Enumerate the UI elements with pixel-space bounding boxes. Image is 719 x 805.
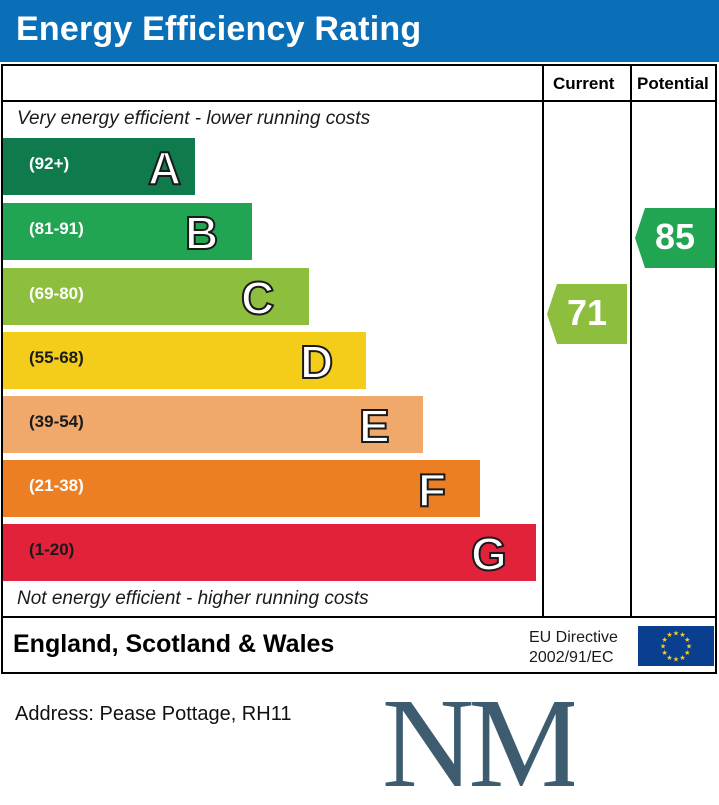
top-caption: Very energy efficient - lower running co…	[17, 108, 371, 129]
band-letter: C	[240, 271, 275, 325]
header-row-divider	[3, 100, 715, 102]
rating-chart-frame: Current Potential Very energy efficient …	[1, 64, 717, 674]
eu-star-icon: ★	[662, 649, 668, 657]
rating-band-e: (39-54) E	[3, 396, 423, 453]
current-column-header: Current	[553, 74, 615, 93]
eu-star-icon: ★	[666, 654, 672, 662]
potential-column-header: Potential	[637, 74, 709, 93]
band-letter: F	[417, 463, 447, 517]
bottom-caption: Not energy efficient - higher running co…	[17, 588, 369, 609]
potential-column-divider	[630, 66, 632, 618]
potential-rating-arrow: 85	[635, 208, 715, 268]
eu-star-icon: ★	[673, 630, 679, 638]
header-bar: Energy Efficiency Rating	[0, 0, 719, 62]
current-arrow-shape	[547, 284, 627, 344]
rating-band-g: (1-20) G	[3, 524, 536, 581]
band-letter: D	[299, 335, 334, 389]
eu-star-icon: ★	[673, 656, 679, 664]
eu-directive-line2: 2002/91/EC	[529, 649, 614, 666]
band-range-label: (1-20)	[29, 540, 75, 559]
current-column-divider	[542, 66, 544, 618]
property-address: Address: Pease Pottage, RH11	[15, 703, 292, 725]
band-range-label: (92+)	[29, 154, 70, 173]
eu-star-icon: ★	[679, 654, 685, 662]
company-logo: NM	[382, 672, 585, 805]
rating-band-b: (81-91) B	[3, 203, 252, 260]
band-range-label: (81-91)	[29, 219, 84, 238]
eu-star-icon: ★	[666, 631, 672, 639]
logo-monogram: NM	[384, 678, 574, 796]
rating-band-d: (55-68) D	[3, 332, 366, 389]
country-label: England, Scotland & Wales	[13, 630, 335, 658]
band-letter: E	[358, 399, 391, 453]
eu-star-icon: ★	[684, 636, 690, 644]
rating-band-c: (69-80) C	[3, 268, 309, 325]
eu-directive-text: EU Directive 2002/91/EC	[529, 628, 618, 668]
band-letter: G	[470, 527, 508, 581]
band-range-label: (69-80)	[29, 284, 84, 303]
band-letter: B	[184, 206, 219, 260]
current-rating-value: 71	[566, 292, 608, 333]
page-title: Energy Efficiency Rating	[16, 10, 422, 48]
eu-star-icon: ★	[662, 636, 668, 644]
eu-flag-icon: ★ ★ ★ ★ ★ ★ ★ ★ ★ ★ ★ ★	[638, 626, 714, 666]
eu-star-icon: ★	[679, 631, 685, 639]
band-range-label: (55-68)	[29, 348, 84, 367]
eu-directive-line1: EU Directive	[529, 629, 618, 646]
rating-band-a: (92+) A	[3, 138, 195, 195]
eu-star-icon: ★	[660, 643, 666, 651]
footer-row-divider	[3, 616, 715, 618]
potential-arrow-shape	[635, 208, 715, 268]
potential-rating-value: 85	[654, 216, 696, 257]
band-letter: A	[147, 141, 182, 195]
eu-star-icon: ★	[684, 649, 690, 657]
band-range-label: (39-54)	[29, 412, 84, 431]
eu-star-icon: ★	[686, 643, 692, 651]
band-range-label: (21-38)	[29, 476, 84, 495]
current-rating-arrow: 71	[547, 284, 627, 344]
rating-band-f: (21-38) F	[3, 460, 480, 517]
